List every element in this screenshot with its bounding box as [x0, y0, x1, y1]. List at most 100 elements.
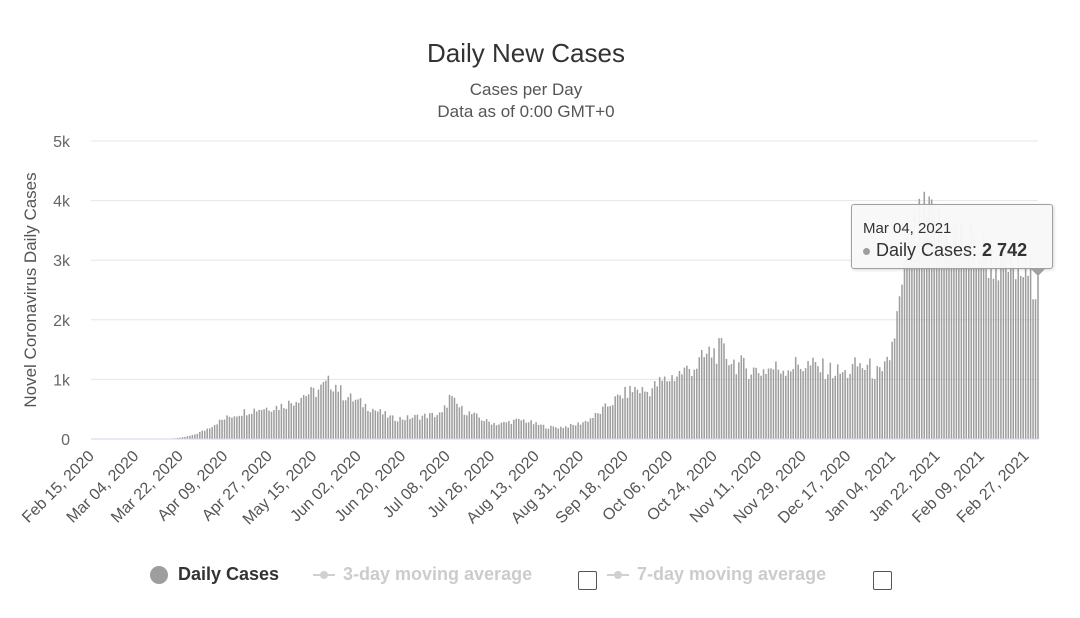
bar[interactable] [369, 412, 372, 439]
bar[interactable] [874, 379, 876, 439]
legend-item-3-day-average[interactable]: 3-day moving average [313, 564, 532, 585]
bar[interactable] [1017, 249, 1019, 439]
bar[interactable] [241, 415, 243, 439]
bar[interactable] [419, 419, 421, 439]
bar[interactable] [379, 409, 382, 439]
bar[interactable] [604, 403, 607, 439]
bar[interactable] [436, 415, 438, 439]
bar[interactable] [233, 416, 236, 439]
bar[interactable] [226, 415, 228, 439]
bar[interactable] [906, 247, 908, 439]
bar[interactable] [681, 374, 683, 439]
bar[interactable] [505, 422, 508, 439]
bar[interactable] [268, 410, 270, 439]
bar[interactable] [540, 424, 542, 439]
bar[interactable] [992, 278, 995, 439]
bar[interactable] [441, 412, 443, 439]
bar[interactable] [859, 363, 861, 439]
bar[interactable] [359, 398, 362, 439]
bar[interactable] [864, 369, 866, 439]
bar[interactable] [179, 437, 181, 439]
bar[interactable] [780, 373, 782, 439]
bar[interactable] [317, 389, 320, 439]
bar[interactable] [223, 419, 226, 439]
bar[interactable] [908, 262, 911, 439]
bar[interactable] [382, 414, 384, 439]
bar[interactable] [213, 424, 216, 439]
bar[interactable] [804, 368, 807, 439]
bar[interactable] [458, 407, 461, 439]
bar[interactable] [208, 428, 211, 439]
bar[interactable] [1002, 249, 1005, 439]
bar[interactable] [856, 366, 859, 439]
bar[interactable] [718, 338, 720, 439]
bar[interactable] [560, 426, 562, 439]
bar[interactable] [248, 414, 251, 439]
bar[interactable] [757, 373, 760, 439]
bar[interactable] [181, 437, 184, 439]
bar[interactable] [231, 417, 233, 439]
bar[interactable] [184, 436, 186, 439]
bar[interactable] [265, 407, 268, 439]
bar[interactable] [960, 222, 963, 439]
bar[interactable] [503, 421, 505, 439]
bar[interactable] [881, 371, 883, 439]
bar[interactable] [720, 338, 723, 439]
bar[interactable] [782, 370, 785, 439]
bar[interactable] [750, 374, 752, 439]
bar[interactable] [409, 419, 411, 439]
bar[interactable] [819, 372, 822, 439]
bar[interactable] [869, 358, 871, 439]
bar[interactable] [522, 419, 525, 439]
bar[interactable] [424, 413, 426, 439]
bar[interactable] [475, 413, 478, 439]
bar[interactable] [203, 430, 206, 439]
bar[interactable] [510, 423, 513, 439]
bar[interactable] [916, 242, 918, 439]
legend-item-7-day-average[interactable]: 7-day moving average [607, 564, 826, 585]
bar[interactable] [698, 357, 701, 439]
bar[interactable] [488, 421, 490, 439]
bar[interactable] [693, 369, 696, 439]
bar[interactable] [300, 397, 302, 439]
bar[interactable] [740, 355, 743, 439]
bar[interactable] [933, 210, 935, 439]
bar[interactable] [374, 410, 377, 439]
bar[interactable] [396, 421, 399, 439]
bar[interactable] [787, 370, 790, 439]
bar[interactable] [631, 392, 634, 439]
bar[interactable] [846, 377, 849, 439]
bar[interactable] [335, 384, 337, 439]
bar[interactable] [530, 420, 532, 439]
bar[interactable] [527, 422, 530, 439]
bar[interactable] [851, 363, 854, 439]
bar[interactable] [278, 409, 280, 439]
bar[interactable] [211, 427, 213, 439]
bar[interactable] [844, 370, 846, 439]
bar[interactable] [255, 411, 258, 439]
bar[interactable] [968, 248, 970, 439]
bar[interactable] [468, 411, 471, 439]
bar[interactable] [347, 397, 349, 439]
bar[interactable] [312, 387, 315, 439]
bar[interactable] [201, 430, 204, 439]
bar[interactable] [280, 403, 283, 439]
bar[interactable] [651, 388, 654, 439]
bar[interactable] [406, 415, 409, 439]
bar[interactable] [928, 196, 930, 439]
bar[interactable] [735, 374, 738, 439]
bar[interactable] [196, 433, 199, 439]
bar[interactable] [394, 420, 396, 439]
bar[interactable] [789, 371, 792, 439]
bar[interactable] [587, 421, 589, 439]
bar[interactable] [372, 408, 374, 439]
bar[interactable] [809, 365, 812, 439]
bar[interactable] [337, 391, 340, 439]
bar[interactable] [562, 428, 565, 439]
bar[interactable] [703, 357, 705, 439]
bar[interactable] [770, 368, 772, 439]
bar[interactable] [891, 341, 893, 439]
bar[interactable] [428, 413, 431, 439]
bar[interactable] [320, 384, 322, 439]
bar[interactable] [945, 227, 948, 439]
